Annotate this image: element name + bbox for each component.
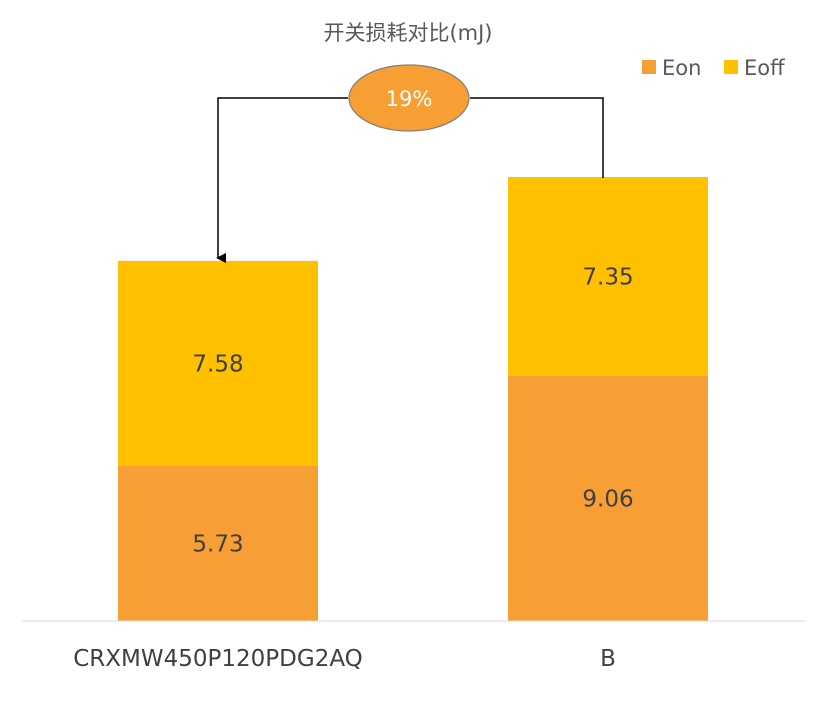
legend-swatch-eoff: [724, 60, 738, 74]
data-label-eon-2: 9.06: [582, 486, 633, 512]
bar-eoff-1: [118, 260, 318, 466]
legend-label-eon: Eon: [662, 56, 701, 80]
legend-swatch-eon: [642, 60, 656, 74]
data-labels: 5.73 7.58 9.06 7.35: [192, 264, 633, 557]
data-label-eoff-2: 7.35: [582, 264, 633, 290]
bars: [118, 177, 708, 621]
comparison-callout: 19%: [216, 64, 604, 263]
data-label-eoff-1: 7.58: [192, 351, 243, 377]
data-label-eon-1: 5.73: [192, 531, 243, 557]
callout-arrow-left: [216, 97, 348, 263]
percentage-label: 19%: [386, 87, 433, 111]
chart-title: 开关损耗对比(mJ): [323, 21, 492, 45]
legend-label-eoff: Eoff: [744, 56, 785, 80]
callout-connector-right: [470, 97, 604, 178]
bar-eon-2: [508, 375, 708, 621]
bar-eoff-2: [508, 177, 708, 376]
percentage-ellipse: [348, 64, 470, 132]
x-tick-label-1: CRXMW450P120PDG2AQ: [73, 646, 363, 672]
bar-eon-1: [118, 465, 318, 621]
legend: Eon Eoff: [642, 56, 785, 80]
x-tick-label-2: B: [600, 646, 616, 672]
